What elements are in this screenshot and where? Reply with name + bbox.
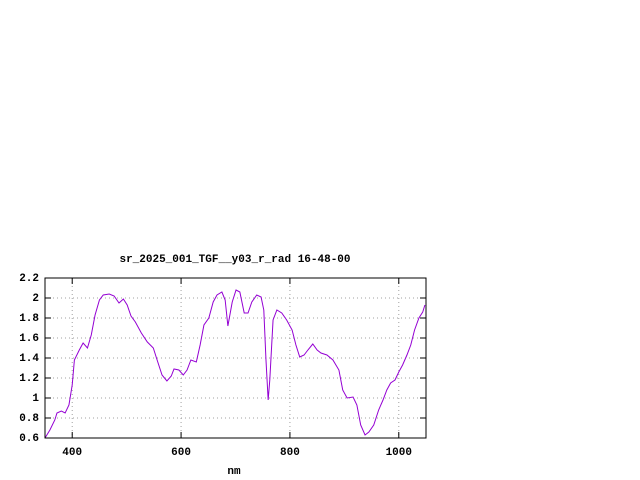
x-axis-label: nm — [227, 466, 241, 478]
y-tick-label: 1.4 — [19, 353, 39, 365]
y-tick-label: 1 — [32, 393, 39, 405]
y-tick-label: 1.6 — [19, 333, 39, 345]
x-tick-label: 1000 — [386, 447, 412, 459]
y-tick-label: 2 — [32, 293, 39, 305]
y-tick-label: 1.8 — [19, 313, 39, 325]
data-line — [44, 289, 426, 439]
y-tick-label: 1.2 — [19, 373, 39, 385]
x-tick-label: 800 — [280, 447, 300, 459]
x-tick-label: 400 — [62, 447, 82, 459]
y-tick-label: 0.8 — [19, 413, 39, 425]
y-tick-label: 0.6 — [19, 433, 39, 445]
plot-border — [44, 277, 427, 439]
chart-title: sr_2025_001_TGF__y03_r_rad 16-48-00 — [119, 254, 350, 266]
y-tick-label: 2.2 — [19, 273, 39, 285]
x-tick-label: 600 — [171, 447, 191, 459]
